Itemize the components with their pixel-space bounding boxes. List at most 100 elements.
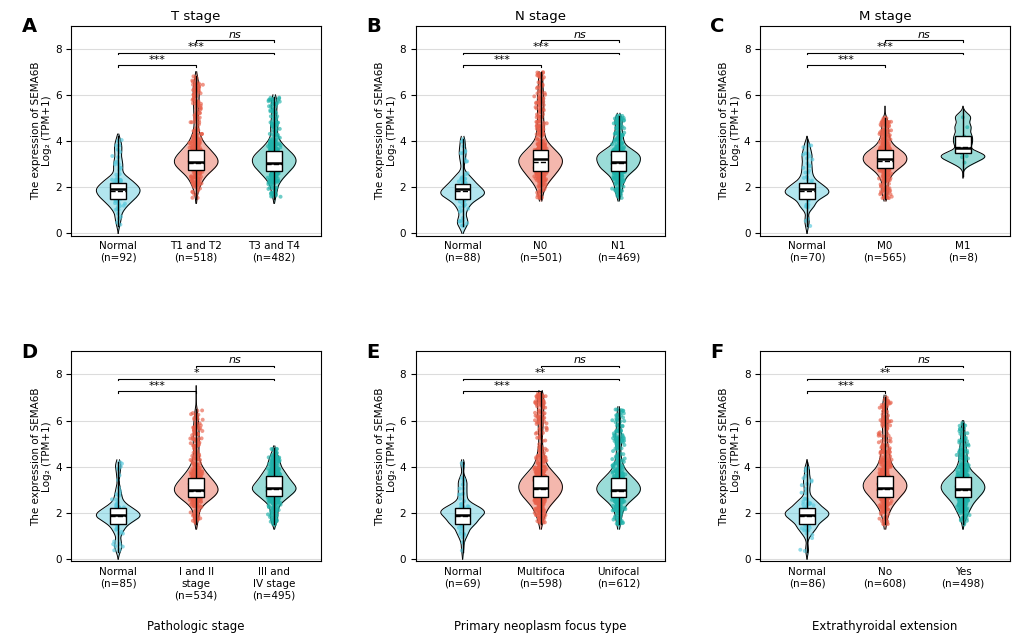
Point [189, 482, 205, 492]
Point [270, 132, 286, 142]
Point [265, 154, 281, 165]
Point [533, 140, 549, 151]
Point [533, 482, 549, 492]
Point [533, 420, 549, 431]
Point [609, 467, 626, 477]
Point [271, 124, 287, 134]
Point [605, 476, 622, 486]
Point [878, 477, 895, 487]
Point [609, 130, 626, 140]
Point [538, 424, 554, 434]
Point [269, 166, 285, 176]
Point [194, 488, 210, 498]
Point [607, 501, 624, 512]
Point [535, 504, 551, 514]
Point [957, 465, 973, 475]
Point [187, 491, 204, 501]
Point [184, 408, 201, 418]
Point [184, 486, 201, 496]
Point [529, 482, 545, 492]
Point [526, 476, 542, 486]
Point [108, 494, 124, 505]
Point [531, 139, 547, 149]
Point [612, 480, 629, 491]
Point [531, 487, 547, 497]
Point [874, 170, 891, 181]
Point [874, 145, 891, 155]
Point [874, 413, 891, 424]
Point [605, 461, 622, 471]
Point [876, 481, 893, 491]
Point [190, 478, 206, 488]
Point [605, 489, 622, 500]
Point [529, 484, 545, 494]
Point [605, 505, 622, 515]
Point [955, 468, 971, 478]
Point [454, 508, 471, 518]
Point [264, 498, 280, 508]
Point [266, 488, 282, 498]
Point [873, 130, 890, 140]
Point [607, 161, 624, 171]
Point [609, 494, 626, 504]
Point [535, 167, 551, 177]
Point [266, 486, 282, 496]
Point [186, 163, 203, 173]
Point [530, 467, 546, 477]
Point [875, 150, 892, 160]
Point [530, 146, 546, 156]
Point [534, 488, 550, 498]
Point [798, 200, 814, 210]
Point [607, 184, 624, 195]
Point [875, 149, 892, 160]
Point [875, 498, 892, 508]
Point [605, 494, 622, 504]
Point [879, 489, 896, 500]
Point [187, 149, 204, 159]
Point [529, 155, 545, 165]
Point [872, 474, 889, 484]
Point [605, 430, 622, 440]
Point [186, 482, 203, 493]
Point [608, 123, 625, 133]
Point [877, 471, 894, 481]
Point [191, 159, 207, 169]
Point [529, 148, 545, 158]
Point [267, 483, 283, 493]
Point [611, 148, 628, 158]
Point [954, 454, 970, 464]
Point [874, 443, 891, 454]
Point [533, 505, 549, 515]
Point [879, 143, 896, 153]
Point [530, 143, 546, 153]
Point [111, 504, 127, 514]
Point [194, 129, 210, 139]
Point [609, 132, 626, 142]
Point [189, 156, 205, 167]
Point [531, 503, 547, 513]
Point [609, 147, 626, 158]
Point [533, 161, 549, 171]
Point [533, 391, 549, 401]
Point [606, 505, 623, 516]
Point [878, 122, 895, 133]
Point [954, 485, 970, 495]
Point [265, 156, 281, 166]
Point [612, 148, 629, 158]
Point [537, 486, 553, 496]
Point [611, 484, 628, 494]
Point [190, 160, 206, 170]
Point [266, 167, 282, 177]
Point [529, 155, 545, 165]
Point [264, 144, 280, 154]
Point [186, 126, 203, 137]
Point [264, 464, 280, 475]
Point [875, 419, 892, 429]
Point [605, 164, 622, 174]
Point [187, 164, 204, 174]
Point [608, 484, 625, 494]
Point [797, 184, 813, 195]
Point [191, 147, 207, 157]
Point [191, 159, 207, 169]
Point [530, 465, 546, 475]
